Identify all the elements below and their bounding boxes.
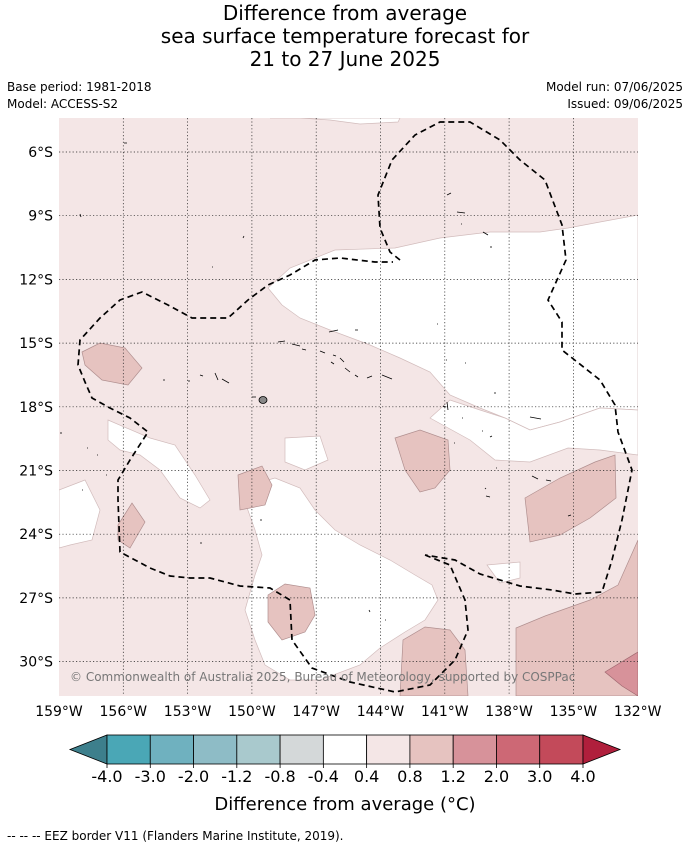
- colorbar-tick-label: -4.0: [91, 767, 122, 786]
- colorbar-tick-label: -0.4: [308, 767, 339, 786]
- model-run: Model run: 07/06/2025: [545, 80, 683, 94]
- warm-patch-far-southeast: [515, 539, 638, 696]
- eez-legend: -- -- -- EEZ border V11 (Flanders Marine…: [7, 829, 344, 843]
- colorbar-tick-label: 1.2: [440, 767, 465, 786]
- latitude-labels: 6°S 9°S 12°S 15°S 18°S 21°S 24°S 27°S 30°S: [19, 145, 53, 671]
- copyright-text: © Commonwealth of Australia 2025, Bureau…: [70, 670, 575, 684]
- lat-label: 15°S: [19, 336, 53, 352]
- gridlines: [59, 118, 638, 696]
- islands: [60, 142, 572, 621]
- sst-anomaly-map: 6°S 9°S 12°S 15°S 18°S 21°S 24°S 27°S 30°S 159°W…: [19, 118, 662, 786]
- lat-label: 12°S: [19, 272, 53, 288]
- lon-label: 144°W: [357, 704, 405, 720]
- base-period: Base period: 1981-2018: [7, 80, 152, 94]
- colorbar-segment: [193, 734, 238, 765]
- lat-label: 21°S: [19, 464, 53, 480]
- colorbar-segment: [236, 734, 281, 765]
- lon-label: 153°W: [164, 704, 212, 720]
- lon-label: 135°W: [550, 704, 598, 720]
- island-chain-2: [163, 372, 230, 384]
- warm-patch-small: [117, 502, 146, 549]
- eez-border-west: [77, 121, 633, 693]
- colorbar-tick-label: 2.0: [484, 767, 509, 786]
- lat-label: 30°S: [19, 655, 53, 671]
- island-chain-5: [252, 396, 572, 621]
- near-average-top-band: [270, 118, 401, 125]
- meta-left: Base period: 1981-2018 Model: ACCESS-S2: [7, 79, 152, 113]
- lon-label: 147°W: [292, 704, 340, 720]
- model-name: Model: ACCESS-S2: [7, 97, 119, 111]
- colorbar-tick-label: -1.2: [221, 767, 252, 786]
- warm-patch-mid: [237, 465, 273, 511]
- colorbar-tick-label: -0.8: [264, 767, 295, 786]
- warm-patch-strongest: [604, 651, 638, 696]
- title-line-2: sea surface temperature forecast for: [160, 24, 530, 48]
- near-average-regions: [59, 118, 638, 681]
- lat-label: 9°S: [28, 209, 53, 225]
- near-average-mid-east: [429, 399, 638, 463]
- colorbar-segment: [366, 734, 411, 765]
- colorbar-segment: [539, 734, 584, 765]
- warm-patch-west: [81, 342, 143, 386]
- warm-patch-central: [394, 429, 451, 493]
- near-average-west-edge: [59, 479, 101, 549]
- colorbar-tick-label: 0.8: [397, 767, 422, 786]
- map-title: Difference from average sea surface temp…: [0, 2, 690, 71]
- colorbar-tick-label: -3.0: [135, 767, 166, 786]
- warm-patch-east: [524, 454, 617, 543]
- colorbar-tick-labels: -4.0 -3.0 -2.0 -1.2 -0.8 -0.4 0.4 0.8 1.2 2.0 3.0 4…: [91, 767, 595, 786]
- colorbar-tick-label: 3.0: [527, 767, 552, 786]
- lon-label: 138°W: [485, 704, 533, 720]
- colorbar-tick-label: 0.4: [354, 767, 379, 786]
- colorbar-extension-high: [582, 734, 622, 765]
- colorbar-segment: [496, 734, 541, 765]
- near-average-left-lobe: [107, 419, 211, 509]
- colorbar-segment: [149, 734, 194, 765]
- colorbar-extension-low: [68, 734, 108, 765]
- lon-label: 132°W: [614, 704, 662, 720]
- colorbar-segment: [409, 734, 454, 765]
- lat-label: 27°S: [19, 591, 53, 607]
- title-line-3: 21 to 27 June 2025: [249, 47, 441, 71]
- issued-date: Issued: 09/06/2025: [567, 97, 683, 111]
- colorbar-tick-label: 4.0: [570, 767, 595, 786]
- island-chain-3: [328, 323, 497, 498]
- colorbar: [68, 734, 622, 768]
- colorbar-label: Difference from average (°C): [214, 794, 476, 815]
- colorbar-segment: [279, 734, 324, 765]
- lat-label: 6°S: [28, 145, 53, 161]
- longitude-labels: 159°W 156°W 153°W 150°W 147°W 144°W 141°W 138°W…: [35, 704, 661, 720]
- title-line-1: Difference from average: [222, 1, 468, 25]
- map-plot-area: [59, 118, 638, 696]
- colorbar-tick-label: -2.0: [178, 767, 209, 786]
- island-chain-4: [60, 142, 492, 544]
- eez-border: [77, 121, 633, 693]
- warm-patch-south-central: [267, 583, 316, 641]
- lat-label: 24°S: [19, 527, 53, 543]
- meta-right: Model run: 07/06/2025 Issued: 09/06/2025: [546, 79, 683, 113]
- lon-label: 159°W: [35, 704, 83, 720]
- lon-label: 150°W: [228, 704, 276, 720]
- colorbar-segment: [322, 734, 368, 765]
- near-average-top-left: [59, 118, 638, 188]
- colorbar-segment: [106, 734, 151, 765]
- colorbar-segment: [452, 734, 497, 765]
- lon-label: 141°W: [421, 704, 469, 720]
- near-average-east-cell: [486, 561, 521, 584]
- island-1: [258, 396, 268, 404]
- island-chain-1: [277, 340, 393, 380]
- lon-label: 156°W: [100, 704, 148, 720]
- lat-label: 18°S: [19, 400, 53, 416]
